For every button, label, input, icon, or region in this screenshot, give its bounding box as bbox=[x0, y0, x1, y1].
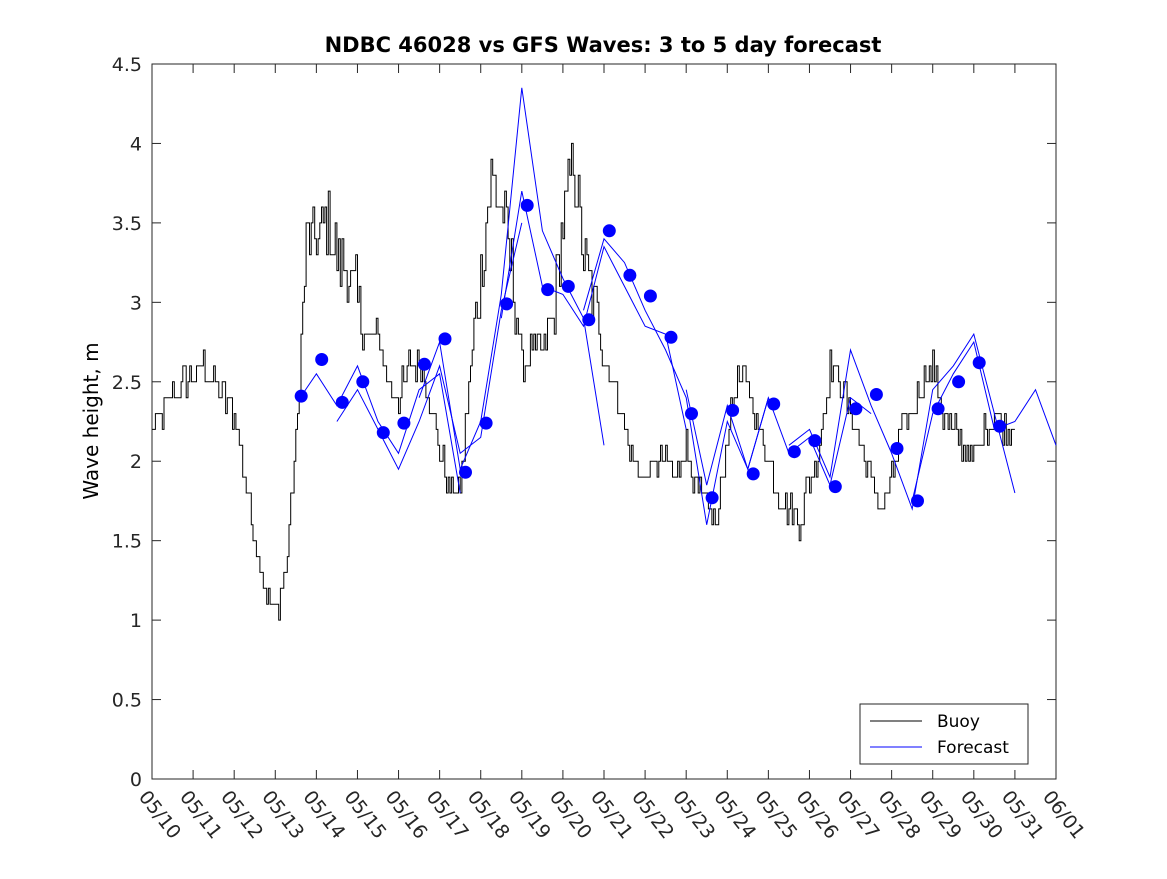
forecast-point bbox=[397, 416, 411, 430]
y-tick-label: 3.5 bbox=[112, 213, 142, 235]
forecast-run-line bbox=[336, 222, 523, 471]
y-tick-label: 0 bbox=[130, 769, 142, 791]
forecast-point bbox=[726, 403, 740, 417]
forecast-point bbox=[561, 279, 575, 293]
forecast-point bbox=[520, 198, 534, 212]
legend: Buoy Forecast bbox=[859, 703, 1029, 765]
forecast-point bbox=[746, 467, 760, 481]
y-tick-label: 0.5 bbox=[112, 690, 142, 712]
legend-box bbox=[859, 703, 1029, 765]
forecast-point bbox=[705, 491, 719, 505]
forecast-point bbox=[315, 353, 329, 366]
forecast-run-line bbox=[418, 87, 605, 471]
forecast-point bbox=[602, 224, 616, 238]
forecast-run-line bbox=[583, 237, 769, 525]
forecast-point bbox=[787, 445, 801, 459]
forecast-point bbox=[972, 356, 986, 370]
y-tick-label: 1 bbox=[130, 610, 142, 632]
forecast-point bbox=[623, 268, 637, 282]
forecast-point bbox=[643, 289, 657, 303]
y-tick-label: 4.5 bbox=[112, 54, 142, 76]
forecast-point bbox=[417, 357, 431, 371]
forecast-point bbox=[664, 330, 678, 344]
chart-title: NDBC 46028 vs GFS Waves: 3 to 5 day fore… bbox=[325, 33, 882, 57]
forecast-point bbox=[911, 494, 924, 508]
y-tick-label: 2.5 bbox=[112, 372, 142, 394]
forecast-point bbox=[828, 480, 842, 494]
forecast-point bbox=[459, 465, 472, 479]
y-tick-label: 1.5 bbox=[112, 531, 142, 553]
forecast-point bbox=[952, 375, 966, 389]
forecast-point bbox=[685, 407, 698, 421]
forecast-point bbox=[438, 332, 452, 346]
forecast-point bbox=[808, 434, 822, 448]
y-tick-label: 4 bbox=[130, 133, 142, 155]
forecast-run-line bbox=[300, 364, 461, 494]
buoy-line bbox=[152, 142, 1015, 621]
forecast-point bbox=[931, 402, 945, 416]
forecast-point bbox=[356, 375, 370, 389]
y-tick-label: 3 bbox=[130, 292, 142, 314]
forecast-point bbox=[993, 419, 1007, 433]
forecast-point bbox=[541, 283, 555, 297]
legend-label: Forecast bbox=[937, 738, 1009, 758]
forecast-point bbox=[479, 416, 493, 430]
legend-label: Buoy bbox=[937, 712, 980, 732]
forecast-point bbox=[582, 313, 596, 327]
forecast-point bbox=[849, 402, 863, 416]
forecast-point bbox=[376, 426, 390, 440]
forecast-point bbox=[335, 395, 349, 409]
forecast-point bbox=[869, 388, 883, 401]
forecast-point bbox=[294, 389, 308, 403]
forecast-run-line bbox=[685, 389, 872, 487]
forecast-point bbox=[767, 397, 781, 411]
forecast-point bbox=[890, 442, 904, 455]
y-tick-label: 2 bbox=[130, 451, 142, 473]
forecast-run-line bbox=[788, 332, 1016, 511]
y-axis-label: Wave height, m bbox=[79, 342, 103, 499]
forecast-point bbox=[500, 297, 514, 311]
